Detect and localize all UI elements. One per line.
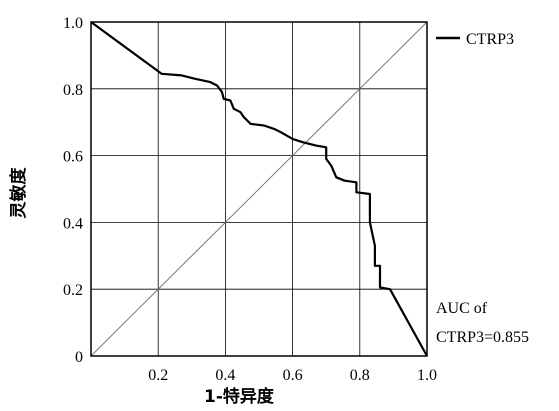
x-tick-label: 0.6 — [283, 367, 303, 384]
x-axis-title: 1-特异度 — [204, 386, 275, 407]
x-tick-label: 0.4 — [215, 367, 235, 384]
x-tick-label: 1.0 — [417, 367, 437, 384]
auc-annotation-line1: AUC of — [436, 300, 488, 317]
y-tick-label: 0.6 — [63, 149, 83, 166]
y-tick-label: 0.8 — [63, 82, 83, 99]
y-axis-title: 灵敏度 — [8, 167, 29, 219]
plot-frame — [90, 21, 428, 357]
y-tick-label: 0.2 — [63, 282, 83, 299]
legend: CTRP3 — [436, 31, 514, 48]
x-axis-ticks: 0.2 0.4 0.6 0.8 1.0 — [148, 367, 437, 384]
legend-label-ctrp3: CTRP3 — [466, 31, 514, 48]
grid — [91, 22, 427, 356]
x-tick-label: 0.8 — [350, 367, 370, 384]
auc-annotation-line2: CTRP3=0.855 — [436, 329, 529, 346]
roc-curve-ctrp3 — [90, 21, 428, 357]
y-tick-label: 0 — [75, 349, 83, 366]
x-tick-label: 0.2 — [148, 367, 168, 384]
y-axis-ticks: 0 0.2 0.4 0.6 0.8 1.0 — [63, 15, 83, 366]
y-tick-label: 0.4 — [63, 215, 83, 232]
reference-diagonal-line — [90, 21, 428, 357]
y-tick-label: 1.0 — [63, 15, 83, 32]
